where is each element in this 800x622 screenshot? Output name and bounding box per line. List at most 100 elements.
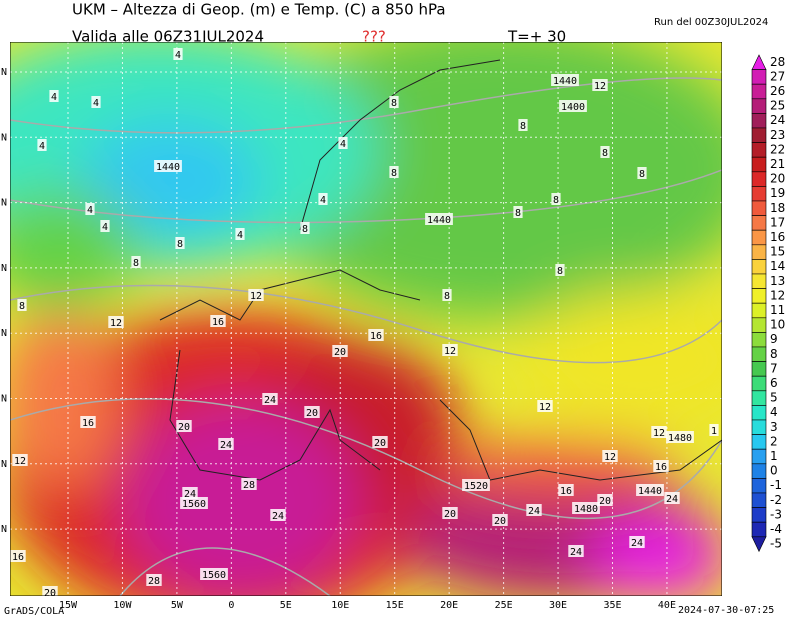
colorbar-swatch	[751, 419, 767, 435]
contour-label-box	[154, 160, 182, 172]
contour-label: 16	[560, 486, 572, 497]
lon-label: 25E	[495, 600, 513, 611]
contour-label-box	[248, 289, 264, 301]
contour-label: 16	[212, 317, 224, 328]
colorbar-label: 5	[770, 391, 778, 405]
colorbar-label: 16	[770, 230, 785, 244]
contour-label: 8	[515, 208, 521, 219]
contour-label: 20	[334, 347, 346, 358]
contour-label: 1440	[427, 215, 451, 226]
colorbar-label: 22	[770, 142, 785, 156]
contour-label: 8	[639, 169, 645, 180]
contour-label-box	[559, 100, 587, 112]
contour-label-box	[518, 119, 528, 131]
contour-label: 20	[178, 422, 190, 433]
colorbar-swatch	[751, 302, 767, 319]
colorbar-swatch	[751, 434, 767, 450]
colorbar-swatch	[751, 200, 767, 216]
contour-label: 20	[44, 588, 56, 599]
lon-label: 10E	[331, 600, 349, 611]
contour-label: 28	[243, 480, 255, 491]
contour-label: 1400	[561, 102, 585, 113]
contour-label-box	[17, 299, 27, 311]
contour-label-box	[85, 203, 95, 215]
contour-label: 8	[391, 98, 397, 109]
colorbar-label: 20	[770, 172, 785, 186]
colorbar-swatch	[751, 98, 767, 114]
contour-label-box	[304, 406, 320, 418]
contour-label-box	[462, 479, 490, 491]
forecast-step: T=+ 30	[507, 28, 566, 46]
colorbar-label: 21	[770, 157, 785, 171]
valid-time: Valida alle 06Z31JUL2024	[72, 28, 264, 46]
contour-label-box	[173, 48, 183, 60]
contour-label-box	[300, 222, 310, 234]
contour-label: 24	[631, 538, 643, 549]
contour-label: 1440	[156, 162, 180, 173]
colorbar-swatch	[751, 54, 767, 70]
contour-label: 4	[87, 205, 93, 216]
contour-label-box	[442, 344, 458, 356]
colorbar-swatch	[751, 405, 767, 421]
contour-label: 20	[306, 408, 318, 419]
contour-label-box	[10, 550, 26, 562]
contour-label-box	[210, 315, 226, 327]
colorbar-label: 19	[770, 186, 785, 200]
lat-label: N	[1, 394, 7, 405]
contour-label-box	[131, 256, 141, 268]
contour-label: 1520	[464, 481, 488, 492]
lat-label: N	[1, 328, 7, 339]
lat-label: N	[1, 459, 7, 470]
contour-label-box	[200, 568, 228, 580]
contour-label: 4	[93, 98, 99, 109]
colorbar-label: 28	[770, 55, 785, 69]
contour-label: 8	[520, 121, 526, 132]
contour-label-box	[42, 586, 58, 596]
contour-label: 12	[604, 452, 616, 463]
colorbar-label: -1	[770, 478, 782, 492]
contour-label-box	[597, 494, 613, 506]
contour-label-box	[558, 484, 574, 496]
contour-label-box	[338, 137, 348, 149]
colorbar-swatch	[751, 83, 767, 100]
colorbar-swatch	[751, 375, 767, 392]
contour-label: 1480	[574, 504, 598, 515]
colorbar-label: -5	[770, 537, 782, 551]
colorbar-label: 14	[770, 259, 785, 273]
contour-label: 20	[494, 516, 506, 527]
flag: ???	[362, 28, 386, 46]
contour-label: 20	[444, 509, 456, 520]
contour-label: 1440	[553, 76, 577, 87]
contour-label: 16	[370, 331, 382, 342]
colorbar-label: 27	[770, 69, 785, 83]
contour-label: 4	[175, 50, 181, 61]
contour-label-box	[332, 345, 348, 357]
contour-label-box	[146, 574, 162, 586]
colorbar-label: -3	[770, 507, 782, 521]
colorbar-label: 9	[770, 332, 778, 346]
colorbar-label: -2	[770, 493, 782, 507]
contour-label: 24	[666, 494, 678, 505]
contour-label: 16	[655, 462, 667, 473]
colorbar-label: 11	[770, 303, 785, 317]
contour-label-box	[709, 424, 719, 436]
run-label: Run del 00Z30JUL2024	[654, 17, 768, 28]
contour-label-box	[241, 478, 257, 490]
contour-label: 8	[391, 168, 397, 179]
contour-label-box	[235, 228, 245, 240]
contour-label-box	[80, 416, 96, 428]
colorbar-swatch	[751, 492, 767, 508]
contour-label: 12	[250, 291, 262, 302]
timestamp: 2024-07-30-07:25	[678, 605, 774, 616]
lon-label: 35E	[603, 600, 621, 611]
contour-label: 24	[272, 511, 284, 522]
contour-label: 8	[444, 291, 450, 302]
colorbar-label: 23	[770, 128, 785, 142]
contour-label: 8	[302, 224, 308, 235]
colorbar-swatch	[751, 69, 767, 85]
contour-label-box	[108, 316, 124, 328]
colorbar-label: 15	[770, 245, 785, 259]
contour-label: 4	[340, 139, 346, 150]
contour-label-box	[389, 166, 399, 178]
